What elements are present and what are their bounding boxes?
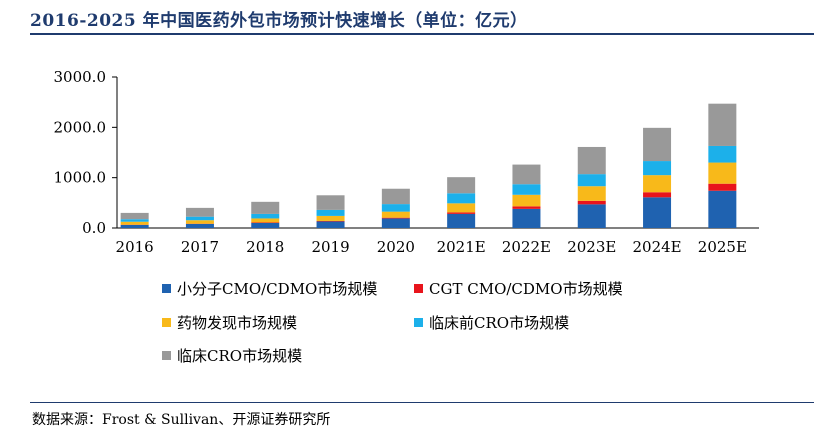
y-tick-label: 0.0 bbox=[82, 219, 106, 237]
legend-item-discovery: 药物发现市场规模 bbox=[162, 312, 297, 333]
source-rule bbox=[30, 402, 814, 403]
bar-segment-discovery bbox=[447, 203, 476, 213]
bar-segment-cgt bbox=[512, 206, 541, 209]
bar-segment-cgt bbox=[577, 200, 606, 205]
bar-segment-clinical bbox=[447, 177, 476, 194]
legend-label-cgt: CGT CMO/CDMO市场规模 bbox=[429, 280, 623, 298]
x-tick-label: 2020 bbox=[377, 238, 415, 256]
bar-segment-discovery bbox=[251, 218, 280, 223]
bar-segment-cgt bbox=[251, 222, 280, 223]
bar-segment-preclinical bbox=[577, 174, 606, 187]
bar-segment-preclinical bbox=[643, 161, 672, 176]
legend-item-cgt: CGT CMO/CDMO市场规模 bbox=[414, 278, 623, 299]
x-tick-label: 2017 bbox=[181, 238, 219, 256]
bar-segment-preclinical bbox=[708, 145, 737, 163]
bar-segment-preclinical bbox=[185, 216, 214, 221]
legend-label-discovery: 药物发现市场规模 bbox=[177, 314, 298, 332]
bar-segment-discovery bbox=[708, 162, 737, 184]
bar-segment-discovery bbox=[512, 194, 541, 207]
bar-segment-small_molecule bbox=[447, 213, 476, 228]
bar-segment-discovery bbox=[120, 221, 149, 225]
bar-segment-preclinical bbox=[316, 209, 345, 216]
bar-segment-preclinical bbox=[381, 204, 410, 212]
bar-segment-cgt bbox=[316, 220, 345, 222]
bar-segment-small_molecule bbox=[577, 204, 606, 228]
legend-label-preclinical: 临床前CRO市场规模 bbox=[429, 314, 570, 332]
legend-swatch-preclinical bbox=[414, 318, 423, 327]
bar-segment-clinical bbox=[512, 164, 541, 185]
bar-segment-clinical bbox=[708, 103, 737, 146]
bar-segment-cgt bbox=[643, 192, 672, 198]
legend-item-clinical: 临床CRO市场规模 bbox=[162, 345, 302, 366]
bar-segment-discovery bbox=[643, 175, 672, 193]
bar-segment-small_molecule bbox=[643, 197, 672, 228]
bar-segment-small_molecule bbox=[512, 208, 541, 228]
x-tick-label: 2022E bbox=[502, 238, 551, 256]
bar-segment-cgt bbox=[708, 183, 737, 191]
bar-segment-small_molecule bbox=[708, 190, 737, 228]
x-tick-label: 2018 bbox=[246, 238, 284, 256]
bar-segment-cgt bbox=[447, 212, 476, 214]
source-note: 数据来源：Frost & Sullivan、开源证券研究所 bbox=[32, 412, 331, 428]
bar-segment-discovery bbox=[381, 211, 410, 218]
y-tick-label: 2000.0 bbox=[54, 118, 107, 136]
bar-segment-discovery bbox=[185, 220, 214, 224]
bar-segment-small_molecule bbox=[185, 223, 214, 228]
bar-segment-clinical bbox=[643, 127, 672, 162]
x-tick-label: 2021E bbox=[437, 238, 486, 256]
stacked-bar-chart: 0.0 1000.0 2000.0 3000.0 2016 2017 2018 2019 202… bbox=[54, 68, 759, 256]
y-tick-label: 1000.0 bbox=[54, 169, 107, 187]
bar-segment-small_molecule bbox=[251, 222, 280, 228]
x-tick-label: 2024E bbox=[632, 238, 681, 256]
bar-segment-small_molecule bbox=[381, 218, 410, 228]
bar-segment-preclinical bbox=[251, 213, 280, 219]
bar-segment-clinical bbox=[381, 188, 410, 205]
legend-label-small-molecule: 小分子CMO/CDMO市场规模 bbox=[177, 280, 378, 298]
legend-swatch-discovery bbox=[162, 318, 171, 327]
legend-label-clinical: 临床CRO市场规模 bbox=[177, 347, 303, 365]
bar-segment-preclinical bbox=[120, 219, 149, 222]
x-tick-label: 2019 bbox=[311, 238, 349, 256]
bar-segment-clinical bbox=[120, 212, 149, 220]
x-tick-label: 2025E bbox=[698, 238, 747, 256]
bar-segment-cgt bbox=[381, 217, 410, 219]
legend-item-preclinical: 临床前CRO市场规模 bbox=[414, 312, 569, 333]
bar-segment-small_molecule bbox=[120, 224, 149, 228]
bar-segment-clinical bbox=[185, 207, 214, 217]
x-tick-label: 2023E bbox=[567, 238, 616, 256]
bar-segment-discovery bbox=[316, 215, 345, 221]
bar-segment-preclinical bbox=[447, 193, 476, 204]
title-rule bbox=[30, 33, 814, 35]
bar-segment-discovery bbox=[577, 186, 606, 201]
bar-segment-preclinical bbox=[512, 184, 541, 195]
legend-swatch-cgt bbox=[414, 284, 423, 293]
bar-segment-small_molecule bbox=[316, 221, 345, 228]
x-tick-label: 2016 bbox=[116, 238, 154, 256]
bar-segment-clinical bbox=[251, 201, 280, 214]
legend-item-small-molecule: 小分子CMO/CDMO市场规模 bbox=[162, 278, 377, 299]
legend-swatch-clinical bbox=[162, 351, 171, 360]
bar-segment-clinical bbox=[316, 195, 345, 210]
y-tick-label: 3000.0 bbox=[54, 68, 107, 86]
bar-segment-clinical bbox=[577, 146, 606, 175]
chart-title: 2016-2025 年中国医药外包市场预计快速增长（单位：亿元） bbox=[30, 11, 528, 31]
legend-swatch-small-molecule bbox=[162, 284, 171, 293]
